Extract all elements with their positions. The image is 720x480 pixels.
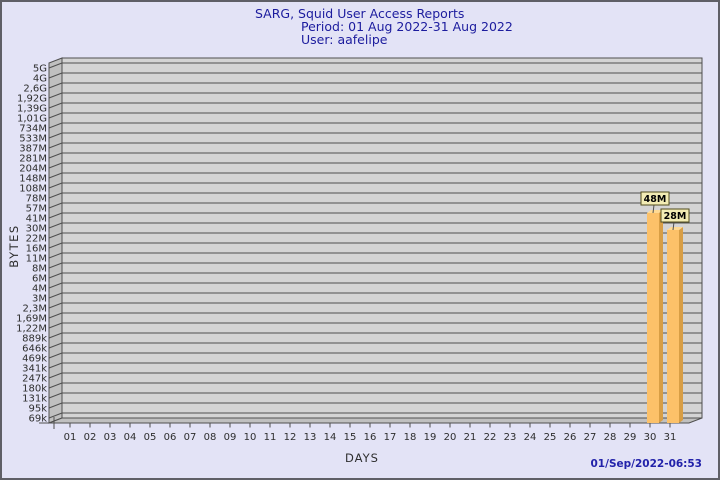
x-axis-tick-label: 13 — [304, 432, 317, 443]
x-axis-tick-label: 30 — [644, 432, 657, 443]
x-axis-tick-label: 22 — [484, 432, 497, 443]
x-axis-tick-label: 16 — [364, 432, 377, 443]
plot-area — [61, 57, 703, 419]
x-axis-tick-label: 18 — [404, 432, 417, 443]
x-axis-tick-label: 20 — [444, 432, 457, 443]
y-axis-tick-label: 387M — [19, 144, 47, 155]
y-axis-tick-label: 11M — [26, 254, 47, 265]
x-axis-tick-labels: 01 02 03 04 05 06 07 08 09 10 11 12 13 14 15 16 17 18 19 20… — [64, 423, 677, 443]
y-axis-tick-label: 16M — [26, 244, 47, 255]
x-axis-tick-label: 06 — [164, 432, 177, 443]
x-axis-tick-label: 31 — [664, 432, 677, 443]
x-axis-tick-label: 03 — [104, 432, 117, 443]
y-axis-tick-label: 1,22M — [16, 324, 47, 335]
x-axis-tick-label: 17 — [384, 432, 397, 443]
chart-title: SARG, Squid User Access Reports — [255, 6, 465, 21]
y-axis-tick-label: 247k — [22, 374, 47, 385]
y-axis-tick-label: 6M — [32, 274, 47, 285]
y-axis-tick-label: 148M — [19, 174, 47, 185]
y-axis-tick-label: 204M — [19, 164, 47, 175]
y-axis-tick-label: 734M — [19, 124, 47, 135]
y-axis-tick-label: 1,69M — [16, 314, 47, 325]
y-axis-tick-label: 4G — [33, 74, 47, 85]
report-timestamp: 01/Sep/2022-06:53 — [590, 458, 703, 470]
bar-value-tag — [640, 191, 670, 206]
bar-value-label: 48M — [644, 194, 667, 205]
x-axis-tick-label: 23 — [504, 432, 517, 443]
y-axis-tick-label: 95k — [28, 404, 47, 415]
x-axis-tick-label: 10 — [244, 432, 257, 443]
y-axis-tick-label: 69k — [28, 414, 47, 425]
x-axis-tick-label: 29 — [624, 432, 637, 443]
bars: 48M 28M — [640, 191, 690, 423]
y-axis-tick-label: 22M — [26, 234, 47, 245]
x-axis-tick-label: 08 — [204, 432, 217, 443]
bar-value-tag — [660, 208, 690, 223]
x-axis-tick-label: 14 — [324, 432, 337, 443]
x-axis-tick-label: 01 — [64, 432, 77, 443]
y-axis-tick-label: 2,6G — [23, 84, 47, 95]
y-axis-tick-label: 533M — [19, 134, 47, 145]
x-axis-tick-label: 04 — [124, 432, 137, 443]
x-axis-tick-label: 15 — [344, 432, 357, 443]
x-axis-tick-label: 09 — [224, 432, 237, 443]
y-axis-tick-label: 8M — [32, 264, 47, 275]
y-axis-tick-label: 469k — [22, 354, 47, 365]
y-axis-tick-labels: 5G4G2,6G1,92G1,39G1,01G734M533M387M281M2… — [16, 64, 47, 425]
chart-user: User: aafelipe — [301, 32, 388, 47]
y-axis-title: BYTES — [7, 224, 21, 267]
y-axis-tick-label: 41M — [26, 214, 47, 225]
x-axis-title: DAYS — [345, 451, 379, 465]
bar-day-30: 48M — [640, 191, 670, 423]
axis-wall — [39, 57, 703, 429]
y-axis-tick-label: 1,92G — [17, 94, 47, 105]
bar-day-31: 28M — [660, 208, 690, 423]
x-axis-tick-label: 25 — [544, 432, 557, 443]
x-axis-tick-label: 21 — [464, 432, 477, 443]
y-axis-tick-label: 646k — [22, 344, 47, 355]
y-axis-tick-label: 131k — [22, 394, 47, 405]
x-axis-tick-label: 26 — [564, 432, 577, 443]
x-axis-tick-label: 24 — [524, 432, 537, 443]
y-axis-tick-label: 30M — [26, 224, 47, 235]
y-axis-tick-label: 341k — [22, 364, 47, 375]
y-axis-tick-label: 1,39G — [17, 104, 47, 115]
y-axis-tick-label: 108M — [19, 184, 47, 195]
x-axis-tick-label: 05 — [144, 432, 157, 443]
y-axis-tick-label: 2,3M — [22, 304, 47, 315]
y-axis-tick-label: 889k — [22, 334, 47, 345]
y-axis-tick-label: 1,01G — [17, 114, 47, 125]
x-axis-tick-label: 27 — [584, 432, 597, 443]
x-axis-tick-label: 28 — [604, 432, 617, 443]
x-axis-tick-label: 12 — [284, 432, 297, 443]
y-axis-tick-label: 5G — [33, 64, 47, 75]
y-axis-tick-label: 78M — [26, 194, 47, 205]
y-axis-tick-label: 3M — [32, 294, 47, 305]
bar-value-label: 28M — [664, 211, 687, 222]
y-axis-tick-label: 180k — [22, 384, 47, 395]
y-axis-tick-label: 57M — [26, 204, 47, 215]
x-axis-tick-label: 07 — [184, 432, 197, 443]
y-axis-tick-label: 281M — [19, 154, 47, 165]
x-axis-tick-label: 11 — [264, 432, 277, 443]
y-axis-tick-label: 4M — [32, 284, 47, 295]
x-axis-tick-label: 02 — [84, 432, 97, 443]
x-axis-tick-label: 19 — [424, 432, 437, 443]
chart-period: Period: 01 Aug 2022-31 Aug 2022 — [301, 19, 513, 34]
